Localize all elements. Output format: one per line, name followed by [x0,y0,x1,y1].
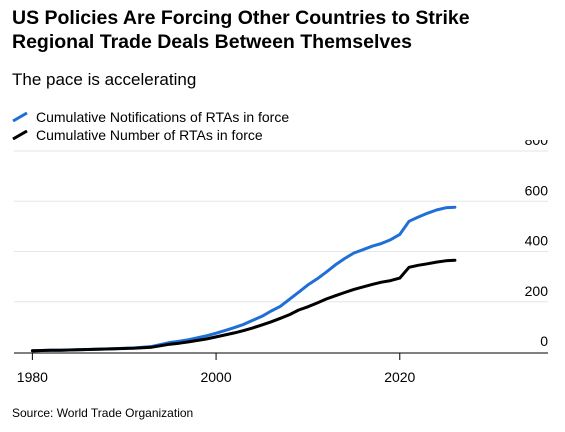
y-tick-label-800: 800 [525,140,549,148]
legend-label-rtas: Cumulative Number of RTAs in force [36,127,263,143]
legend-swatch-notifications [12,112,28,122]
legend-line-notifications [12,112,28,122]
source-note: Source: World Trade Organization [12,406,194,420]
y-tick-label-0: 0 [540,333,548,349]
legend: Cumulative Notifications of RTAs in forc… [12,108,289,144]
y-tick-label-400: 400 [525,233,549,249]
series-line-rtas [30,258,457,353]
y-tick-label-600: 600 [525,182,549,198]
line-chart: 0 200 400 600 800 1980 2000 2020 [14,140,549,385]
x-tick-label-2020: 2020 [384,369,415,385]
y-tick-label-200: 200 [525,283,549,299]
chart-title: US Policies Are Forcing Other Countries … [12,7,470,53]
x-tick-label-1980: 1980 [17,369,48,385]
legend-swatch-rtas [12,130,28,140]
legend-line-rtas [12,130,28,140]
legend-label-notifications: Cumulative Notifications of RTAs in forc… [36,109,290,125]
legend-item-notifications: Cumulative Notifications of RTAs in forc… [12,108,289,126]
x-tick-label-2000: 2000 [200,369,231,385]
legend-item-rtas: Cumulative Number of RTAs in force [12,126,289,144]
chart-subtitle: The pace is accelerating [12,70,197,89]
